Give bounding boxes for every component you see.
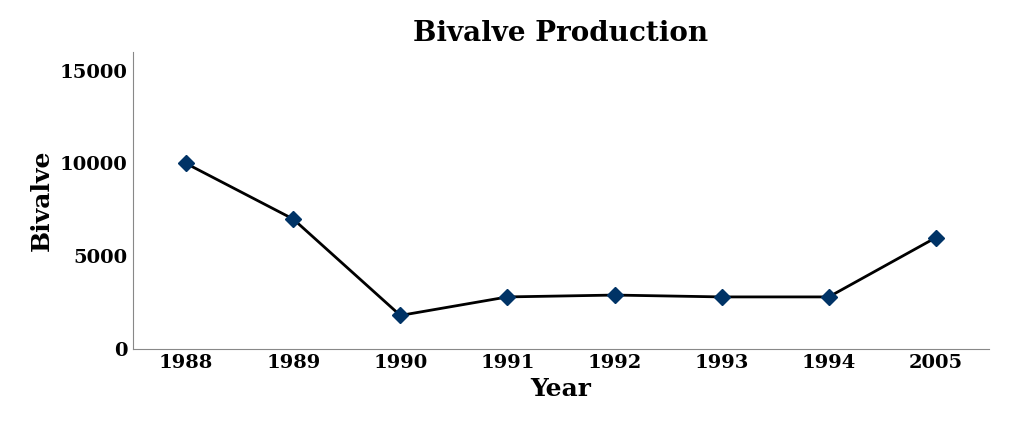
X-axis label: Year: Year bbox=[530, 377, 591, 401]
Title: Bivalve Production: Bivalve Production bbox=[413, 20, 708, 47]
Y-axis label: Bivalve: Bivalve bbox=[31, 150, 54, 251]
